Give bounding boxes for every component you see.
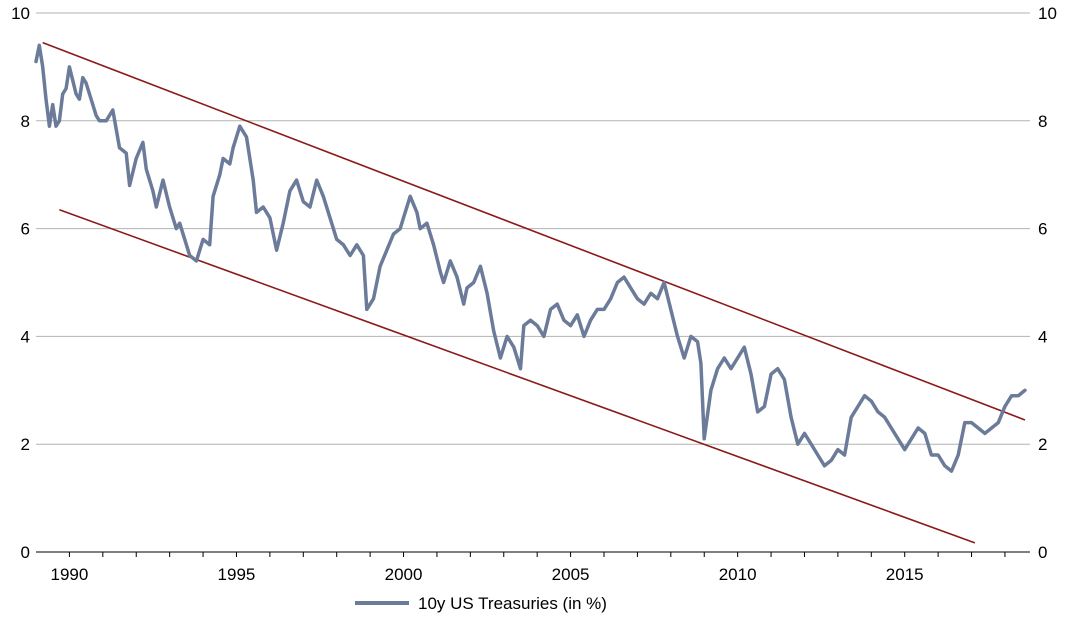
y-axis-right-ticks: 0 2 4 6 8 10 [1038,4,1057,562]
axes [36,551,1030,557]
y-axis-left-ticks: 0 2 4 6 8 10 [11,4,30,562]
x-tick-label: 2005 [552,565,590,584]
x-tick-label: 1995 [218,565,256,584]
series-line [34,43,1027,473]
x-tick-label: 2010 [719,565,757,584]
gridlines [36,12,1030,445]
y-tick-label-right: 8 [1038,112,1047,131]
legend: 10y US Treasuries (in %) [355,594,607,613]
y-tick-label-left: 2 [21,435,30,454]
y-tick-label-right: 2 [1038,435,1047,454]
series-lines [34,43,1027,473]
legend-label: 10y US Treasuries (in %) [418,594,607,613]
trend-line [42,41,1026,421]
y-tick-label-left: 0 [21,543,30,562]
y-tick-label-right: 6 [1038,220,1047,239]
y-tick-label-left: 4 [21,327,30,346]
y-tick-label-right: 0 [1038,543,1047,562]
y-tick-label-left: 10 [11,4,30,23]
x-tick-label: 1990 [50,565,88,584]
x-tick-label: 2015 [886,565,924,584]
x-axis-ticks: 1990 1995 2000 2005 2010 2015 [50,565,923,584]
y-tick-label-left: 8 [21,112,30,131]
trend-line [59,208,976,544]
y-tick-label-right: 4 [1038,327,1047,346]
x-tick-label: 2000 [385,565,423,584]
y-tick-label-right: 10 [1038,4,1057,23]
y-tick-label-left: 6 [21,220,30,239]
trend-channel [42,41,1026,544]
